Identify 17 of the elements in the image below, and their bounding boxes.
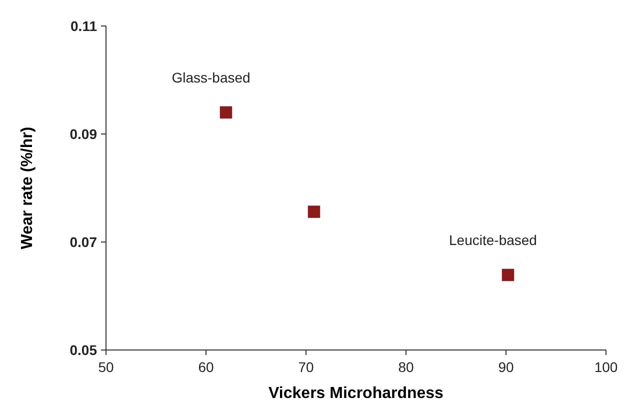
point — [308, 206, 320, 218]
x-tick-label: 100 — [594, 359, 618, 375]
y-axis-title: Wear rate (%/hr) — [19, 126, 36, 250]
x-tick-label: 60 — [198, 359, 214, 375]
annotation: Leucite-based — [449, 232, 537, 248]
x-tick-label: 50 — [98, 359, 114, 375]
y-tick-label: 0.07 — [70, 234, 98, 250]
x-tick-label: 70 — [298, 359, 314, 375]
x-axis-title: Vickers Microhardness — [268, 385, 444, 402]
y-tick-label: 0.05 — [70, 342, 98, 358]
annotation: Glass-based — [172, 69, 250, 86]
y-tick-label: 0.09 — [70, 126, 98, 142]
point — [220, 106, 232, 119]
point — [502, 268, 514, 282]
x-tick-label: 90 — [498, 359, 514, 375]
x-tick-label: 80 — [398, 359, 414, 375]
y-tick-label: 0.11 — [70, 18, 98, 34]
